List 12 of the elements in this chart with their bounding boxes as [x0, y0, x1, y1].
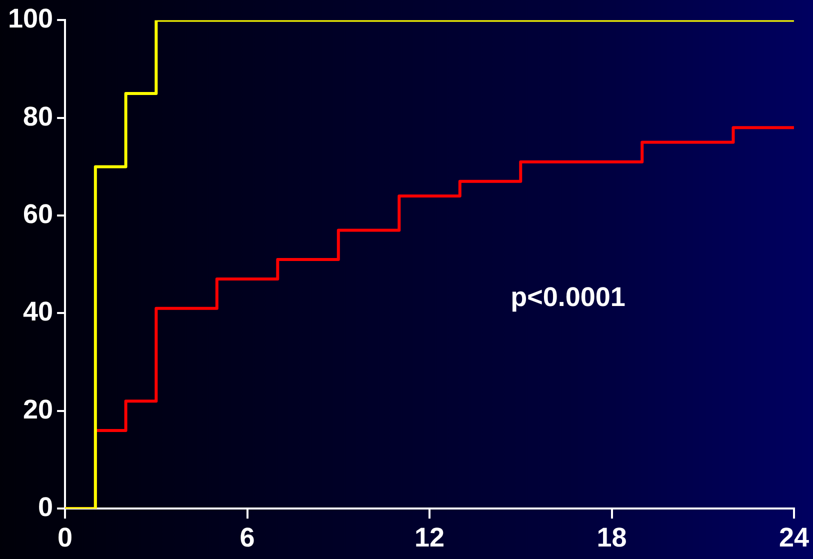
- x-tick-label: 18: [596, 522, 627, 552]
- y-tick-label: 20: [23, 394, 54, 424]
- y-tick-label: 60: [23, 199, 54, 230]
- x-tick-label: 6: [240, 522, 255, 552]
- annotation: p<0.0001: [510, 282, 626, 312]
- y-tick-label: 0: [38, 492, 54, 522]
- y-tick-label: 40: [23, 296, 54, 327]
- x-tick-label: 12: [414, 522, 445, 552]
- y-tick-label: 80: [23, 101, 54, 132]
- x-tick-label: 24: [778, 522, 810, 552]
- y-tick-label: 100: [8, 4, 54, 34]
- x-tick-label: 0: [58, 522, 73, 552]
